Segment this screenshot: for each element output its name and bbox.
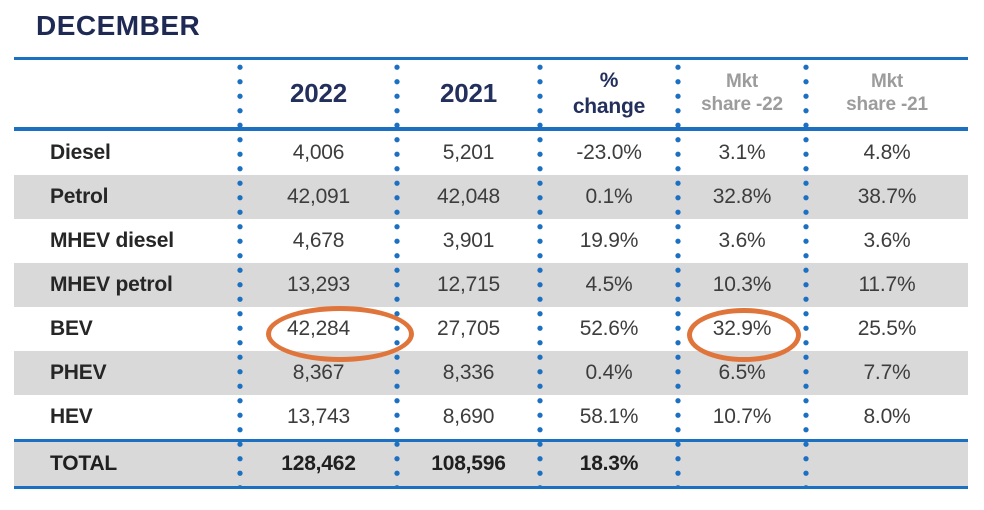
value-pct-change: 4.5% bbox=[585, 273, 633, 296]
value-mkt-share-22: 32.8% bbox=[712, 185, 772, 208]
value-pct-change: 0.4% bbox=[585, 361, 633, 384]
highlight-ellipse-bev-2022 bbox=[266, 306, 414, 362]
dotted-separator-2 bbox=[394, 60, 400, 489]
row-label: Diesel bbox=[50, 141, 111, 164]
table-header-row: 2022 2021 % change Mkt share -22 Mkt sha… bbox=[14, 60, 968, 127]
row-label: PHEV bbox=[50, 361, 107, 384]
value-mkt-share-22: 6.5% bbox=[718, 361, 766, 384]
row-label: MHEV diesel bbox=[50, 229, 174, 252]
header-divider bbox=[14, 127, 968, 131]
highlight-ellipse-bev-mkt-share-22 bbox=[687, 308, 801, 362]
column-header-mkt-share-22: Mkt share -22 bbox=[678, 60, 806, 127]
top-divider bbox=[14, 57, 968, 60]
value-mkt-share-21: 4.8% bbox=[863, 141, 911, 164]
bottom-divider bbox=[14, 486, 968, 489]
page-title: DECEMBER bbox=[36, 10, 201, 41]
column-header-2022: 2022 bbox=[289, 78, 348, 108]
value-pct-change: -23.0% bbox=[576, 141, 642, 164]
value-pct-change: 19.9% bbox=[579, 229, 639, 252]
value-pct-change: 0.1% bbox=[585, 185, 633, 208]
value-2022: 4,006 bbox=[292, 141, 345, 164]
value-mkt-share-21: 3.6% bbox=[863, 229, 911, 252]
column-header-pct-change: % change bbox=[540, 60, 678, 127]
mkt-share-22-line2: share -22 bbox=[701, 93, 783, 115]
total-top-divider bbox=[14, 439, 968, 442]
total-2022: 128,462 bbox=[281, 452, 356, 475]
value-2022: 42,091 bbox=[286, 185, 351, 208]
row-label: Petrol bbox=[50, 185, 109, 208]
value-2021: 27,705 bbox=[436, 317, 501, 340]
value-2021: 8,336 bbox=[442, 361, 495, 384]
table-row-phev: PHEV 8,367 8,336 0.4% 6.5% 7.7% bbox=[14, 351, 968, 395]
value-mkt-share-22: 3.1% bbox=[718, 141, 766, 164]
total-2021: 108,596 bbox=[431, 452, 506, 475]
total-mkt-share-21 bbox=[806, 442, 968, 486]
value-mkt-share-21: 8.0% bbox=[863, 405, 911, 428]
total-pct-change: 18.3% bbox=[579, 452, 639, 475]
table-row-diesel: Diesel 4,006 5,201 -23.0% 3.1% 4.8% bbox=[14, 131, 968, 175]
column-header-blank bbox=[14, 60, 240, 127]
row-label: MHEV petrol bbox=[50, 273, 173, 296]
value-2022: 8,367 bbox=[292, 361, 345, 384]
table-row-bev: BEV 42,284 27,705 52.6% 32.9% 25.5% bbox=[14, 307, 968, 351]
mkt-share-21-line2: share -21 bbox=[846, 93, 928, 115]
row-label: HEV bbox=[50, 405, 93, 428]
value-mkt-share-21: 7.7% bbox=[863, 361, 911, 384]
value-2021: 3,901 bbox=[442, 229, 495, 252]
value-2022: 13,743 bbox=[286, 405, 351, 428]
column-header-mkt-share-21: Mkt share -21 bbox=[806, 60, 968, 127]
column-header-2021: 2021 bbox=[439, 78, 498, 108]
row-label: BEV bbox=[50, 317, 93, 340]
value-2022: 4,678 bbox=[292, 229, 345, 252]
pct-change-line1: % bbox=[599, 69, 619, 93]
value-2021: 12,715 bbox=[436, 273, 501, 296]
value-pct-change: 58.1% bbox=[579, 405, 639, 428]
table-row-hev: HEV 13,743 8,690 58.1% 10.7% 8.0% bbox=[14, 395, 968, 439]
table-row-mhev-diesel: MHEV diesel 4,678 3,901 19.9% 3.6% 3.6% bbox=[14, 219, 968, 263]
value-2021: 5,201 bbox=[442, 141, 495, 164]
table-row-total: TOTAL 128,462 108,596 18.3% bbox=[14, 442, 968, 486]
value-pct-change: 52.6% bbox=[579, 317, 639, 340]
value-mkt-share-21: 11.7% bbox=[858, 273, 916, 296]
total-mkt-share-22 bbox=[678, 442, 806, 486]
value-2021: 42,048 bbox=[436, 185, 501, 208]
table-body: Diesel 4,006 5,201 -23.0% 3.1% 4.8% Petrol 42,0… bbox=[14, 131, 968, 439]
value-mkt-share-22: 10.7% bbox=[712, 405, 772, 428]
dotted-separator-5 bbox=[803, 60, 809, 489]
registrations-table: 2022 2021 % change Mkt share -22 Mkt sha… bbox=[14, 57, 968, 489]
value-mkt-share-22: 3.6% bbox=[718, 229, 766, 252]
dotted-separator-3 bbox=[537, 60, 543, 489]
mkt-share-21-line1: Mkt bbox=[870, 70, 904, 92]
value-2022: 13,293 bbox=[286, 273, 351, 296]
mkt-share-22-line1: Mkt bbox=[725, 70, 759, 92]
pct-change-line2: change bbox=[572, 94, 646, 118]
table-row-mhev-petrol: MHEV petrol 13,293 12,715 4.5% 10.3% 11.7% bbox=[14, 263, 968, 307]
value-mkt-share-22: 10.3% bbox=[712, 273, 772, 296]
dotted-separator-4 bbox=[675, 60, 681, 489]
value-mkt-share-21: 38.7% bbox=[857, 185, 917, 208]
value-2021: 8,690 bbox=[442, 405, 495, 428]
dotted-separator-1 bbox=[237, 60, 243, 489]
table-row-petrol: Petrol 42,091 42,048 0.1% 32.8% 38.7% bbox=[14, 175, 968, 219]
value-mkt-share-21: 25.5% bbox=[857, 317, 917, 340]
total-label: TOTAL bbox=[50, 452, 118, 475]
